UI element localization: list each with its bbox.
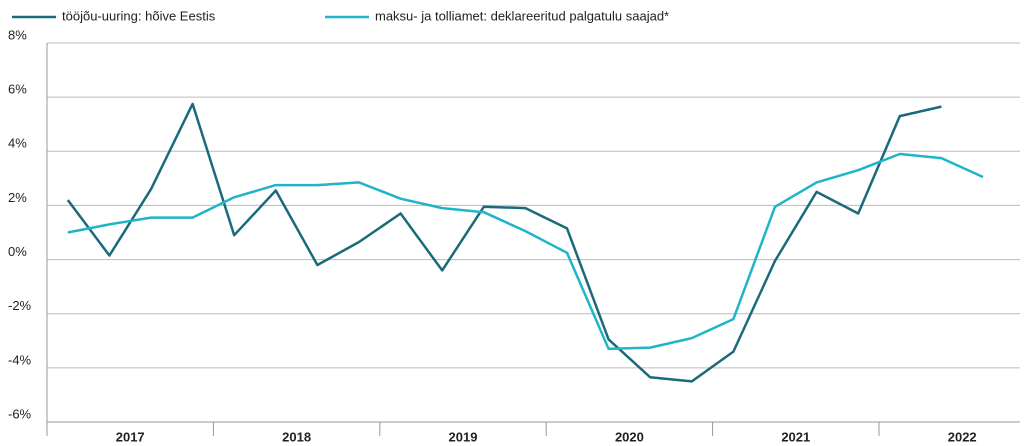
x-tick-label: 2018 [282, 429, 311, 444]
y-tick-label: 8% [8, 27, 27, 42]
y-tick-label: 6% [8, 82, 27, 97]
series-line [67, 152, 984, 351]
x-tick-label: 2019 [449, 429, 478, 444]
x-tick-label: 2021 [781, 429, 810, 444]
legend-label: tööjõu-uuring: hõive Eestis [62, 8, 216, 23]
x-tick-label: 2020 [615, 429, 644, 444]
y-tick-label: 2% [8, 190, 27, 205]
x-tick-label: 2022 [948, 429, 977, 444]
series-line [66, 102, 942, 383]
y-tick-label: -2% [8, 298, 32, 313]
y-tick-label: -4% [8, 352, 32, 367]
legend-label: maksu- ja tolliamet: deklareeritud palga… [375, 8, 669, 23]
y-tick-label: 4% [8, 136, 27, 151]
x-tick-label: 2017 [116, 429, 145, 444]
y-tick-label: -6% [8, 406, 32, 421]
y-tick-label: 0% [8, 244, 27, 259]
